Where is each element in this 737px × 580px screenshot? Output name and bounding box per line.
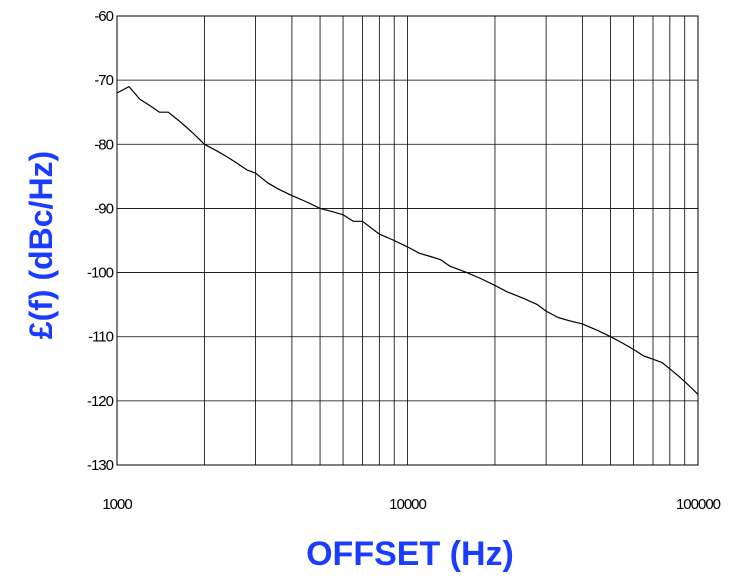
x-axis-ticks: 1000 10000 100000 [102,496,721,513]
x-tick-label: 10000 [389,496,426,513]
plot-frame [116,15,699,466]
y-axis-ticks: -60 -70 -80 -90 -100 -110 -120 -130 [87,8,115,474]
y-tick-label: -130 [87,457,114,474]
y-tick-label: -90 [94,200,113,217]
y-tick-label: -120 [87,393,114,410]
y-tick-label: -60 [94,8,113,25]
x-axis-label: OFFSET (Hz) [306,535,514,573]
x-tick-label: 100000 [676,496,721,513]
y-tick-label: -110 [88,329,114,346]
y-tick-label: -70 [94,72,113,89]
series-line [116,85,699,395]
grid-lines [117,15,698,466]
y-tick-label: -80 [94,136,113,153]
y-axis-label: £(f) (dBc/Hz) [23,151,59,339]
x-tick-label: 1000 [102,496,132,513]
y-tick-label: -100 [87,265,114,282]
